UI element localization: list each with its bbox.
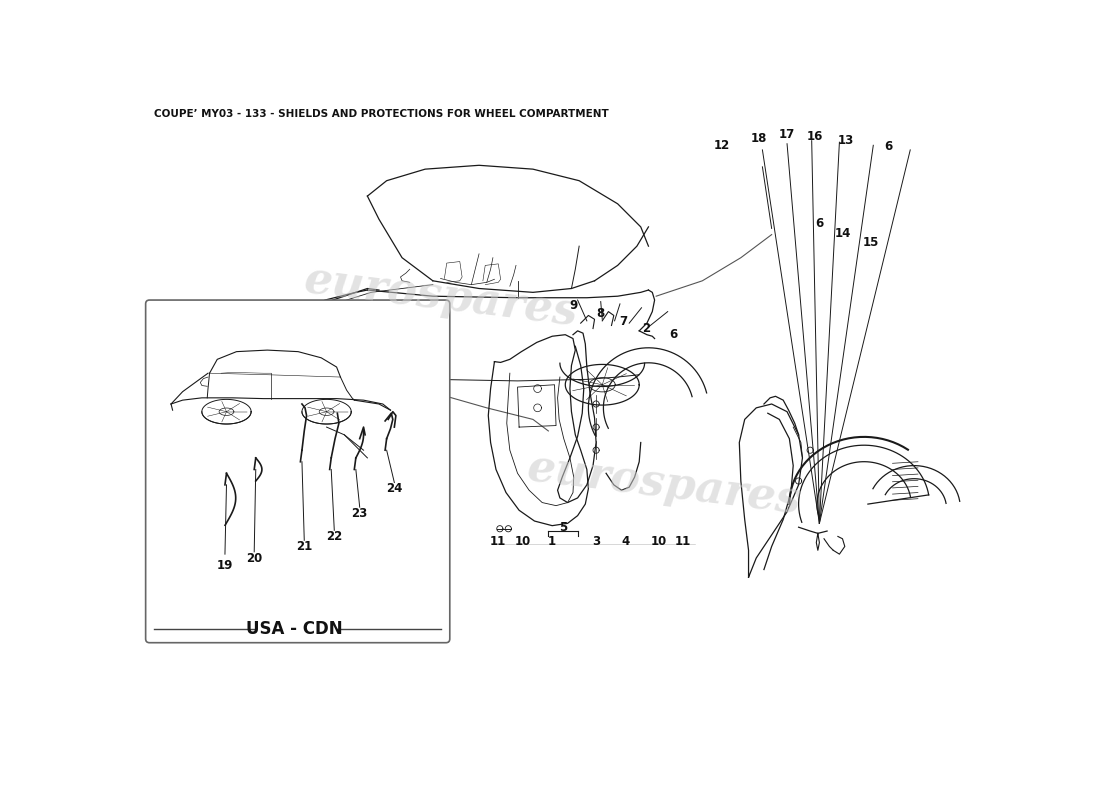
Text: 3: 3: [592, 534, 601, 547]
Text: 6: 6: [815, 217, 824, 230]
Text: 17: 17: [779, 128, 795, 141]
Text: 6: 6: [884, 140, 893, 154]
Text: 2: 2: [642, 322, 650, 335]
Text: 20: 20: [246, 551, 262, 565]
Text: 1: 1: [548, 534, 556, 547]
Text: 21: 21: [296, 540, 312, 553]
Text: 8: 8: [596, 307, 605, 321]
Text: 10: 10: [515, 534, 531, 547]
Text: 11: 11: [675, 534, 691, 547]
Text: 15: 15: [862, 236, 879, 249]
Text: eurospares: eurospares: [525, 446, 803, 523]
Text: COUPE’ MY03 - 133 - SHIELDS AND PROTECTIONS FOR WHEEL COMPARTMENT: COUPE’ MY03 - 133 - SHIELDS AND PROTECTI…: [154, 109, 609, 119]
Text: 19: 19: [217, 559, 233, 572]
Text: 4: 4: [621, 534, 629, 547]
Text: 23: 23: [352, 507, 367, 520]
Text: 24: 24: [386, 482, 403, 495]
Text: 7: 7: [619, 315, 627, 328]
Text: eurospares: eurospares: [301, 258, 580, 334]
FancyBboxPatch shape: [145, 300, 450, 642]
Text: 10: 10: [650, 534, 667, 547]
Text: 6: 6: [669, 328, 678, 341]
Text: 5: 5: [559, 521, 568, 534]
Text: 16: 16: [806, 130, 823, 142]
Text: 9: 9: [570, 299, 578, 312]
Text: 11: 11: [490, 534, 506, 547]
Text: 12: 12: [714, 138, 729, 152]
Text: 13: 13: [837, 134, 854, 147]
Text: 18: 18: [751, 132, 768, 145]
Text: 22: 22: [327, 530, 342, 543]
Text: 14: 14: [834, 226, 850, 239]
Text: USA - CDN: USA - CDN: [246, 620, 342, 638]
